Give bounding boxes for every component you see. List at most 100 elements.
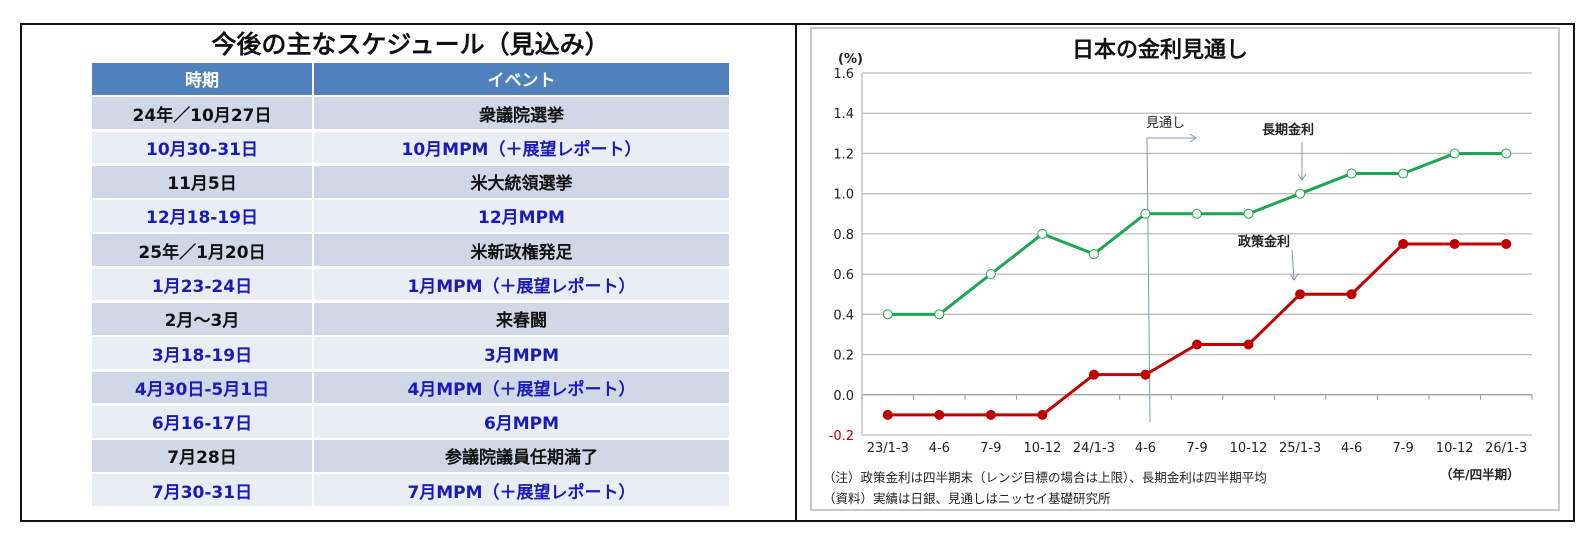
- schedule-event: 米新政権発足: [314, 234, 729, 267]
- data-point: [1501, 148, 1512, 159]
- schedule-event: 12月MPM: [314, 200, 729, 232]
- arrow-right-icon: [1189, 133, 1197, 143]
- data-point: [1398, 168, 1409, 179]
- long-rate-annotation: 長期金利: [1262, 122, 1314, 138]
- x-tick-label: 7-9: [980, 441, 1001, 456]
- schedule-date: 7月30-31日: [92, 474, 312, 507]
- schedule-date: 6月16-17日: [92, 405, 312, 438]
- schedule-event: 来春闘: [314, 302, 729, 335]
- table-row: 1月23-24日 1月MPM（＋展望レポート）: [92, 268, 729, 301]
- data-point: [1398, 238, 1409, 249]
- forecast-divider-line: [1146, 137, 1151, 423]
- table-row: 6月16-17日 6月MPM: [92, 405, 729, 438]
- outer-frame: [20, 23, 1575, 522]
- data-point: [1140, 369, 1151, 380]
- table-row: 7月28日 参議院議員任期満了: [92, 440, 729, 472]
- schedule-event: 米大統領選挙: [314, 165, 729, 198]
- data-point: [882, 409, 893, 420]
- x-tick-label: 10-12: [1436, 441, 1474, 456]
- data-point: [1449, 148, 1460, 159]
- x-tick-label: 10-12: [1230, 441, 1268, 456]
- policy-rate-annotation: 政策金利: [1238, 234, 1290, 250]
- x-tick-label: 26/1-3: [1485, 441, 1527, 456]
- data-point: [985, 269, 996, 280]
- y-tick-label: 0.8: [833, 228, 854, 243]
- schedule-date: 12月18-19日: [92, 200, 312, 232]
- schedule-date: 1月23-24日: [92, 268, 312, 301]
- data-point: [934, 309, 945, 320]
- panel-divider: [795, 23, 797, 522]
- table-row: 11月5日 米大統領選挙: [92, 165, 729, 198]
- schedule-date: 11月5日: [92, 165, 312, 198]
- data-point: [1449, 238, 1460, 249]
- chart-panel: [810, 27, 1560, 511]
- y-tick-label: 1.6: [833, 67, 854, 82]
- data-point: [1243, 208, 1254, 219]
- data-point: [1295, 188, 1306, 199]
- table-row: 2月～3月 来春闘: [92, 302, 729, 335]
- schedule-event: 衆議院選挙: [314, 97, 729, 129]
- table-row: 12月18-19日 12月MPM: [92, 200, 729, 232]
- arrow-down-icon: [1289, 273, 1299, 281]
- annotation-arrow: [1291, 249, 1295, 281]
- y-tick-label: 1.0: [833, 188, 854, 203]
- chart-title: 日本の金利見通し: [1071, 38, 1248, 63]
- x-tick-label: 23/1-3: [867, 441, 909, 456]
- data-point: [1346, 289, 1357, 300]
- schedule-event: 6月MPM: [314, 405, 729, 438]
- schedule-date: 25年／1月20日: [92, 234, 312, 267]
- table-row: 3月18-19日 3月MPM: [92, 337, 729, 369]
- arrow-down-icon: [1297, 173, 1307, 181]
- schedule-event: 7月MPM（＋展望レポート）: [314, 474, 729, 507]
- x-tick-label: 24/1-3: [1073, 441, 1115, 456]
- y-tick-label: 0.2: [833, 349, 854, 364]
- data-point: [1346, 168, 1357, 179]
- y-axis-unit: (%): [838, 52, 863, 67]
- data-point: [1243, 339, 1254, 350]
- schedule-event: 4月MPM（＋展望レポート）: [314, 371, 729, 404]
- x-tick-label: 4-6: [929, 441, 950, 456]
- x-tick-label: 7-9: [1186, 441, 1207, 456]
- schedule-event: 参議院議員任期満了: [314, 440, 729, 472]
- table-row: 4月30日-5月1日 4月MPM（＋展望レポート）: [92, 371, 729, 404]
- schedule-title: 今後の主なスケジュール（見込み）: [211, 30, 610, 59]
- y-tick-label: 1.2: [833, 147, 854, 162]
- policy-rate-line: [887, 242, 1507, 417]
- table-row: 7月30-31日 7月MPM（＋展望レポート）: [92, 474, 729, 507]
- schedule-date: 3月18-19日: [92, 337, 312, 369]
- x-tick-label: 4-6: [1135, 441, 1156, 456]
- table-header-row: 時期 イベント: [92, 63, 729, 95]
- table-row: 25年／1月20日 米新政権発足: [92, 234, 729, 267]
- y-tick-label: 0.4: [833, 308, 854, 323]
- data-point: [1037, 228, 1048, 239]
- table-row: 10月30-31日 10月MPM（＋展望レポート）: [92, 131, 729, 164]
- schedule-date: 4月30日-5月1日: [92, 371, 312, 404]
- data-point: [1088, 249, 1099, 259]
- y-tick-label: 0.6: [833, 268, 854, 283]
- schedule-date: 24年／10月27日: [92, 97, 312, 129]
- data-point: [1037, 409, 1048, 420]
- schedule-date: 7月28日: [92, 440, 312, 472]
- x-tick-label: 4-6: [1341, 441, 1362, 456]
- data-point: [1501, 238, 1512, 249]
- column-header-event: イベント: [314, 63, 729, 95]
- data-point: [1140, 208, 1151, 219]
- data-point: [1295, 289, 1306, 300]
- chart-note: （注）政策金利は四半期末（レンジ目標の場合は上限）、長期金利は四半期平均: [823, 470, 1267, 485]
- data-point: [934, 409, 945, 420]
- schedule-event: 10月MPM（＋展望レポート）: [314, 131, 729, 164]
- schedule-date: 10月30-31日: [92, 131, 312, 164]
- data-point: [1088, 369, 1099, 380]
- schedule-event: 1月MPM（＋展望レポート）: [314, 268, 729, 301]
- table-row: 24年／10月27日 衆議院選挙: [92, 97, 729, 129]
- x-tick-label: 7-9: [1393, 441, 1414, 456]
- x-tick-label: 25/1-3: [1279, 441, 1321, 456]
- schedule-table: 時期 イベント 24年／10月27日 衆議院選挙 10月30-31日 10月MPM（＋…: [92, 63, 729, 509]
- column-header-date: 時期: [92, 63, 312, 95]
- y-tick-label: 1.4: [833, 107, 854, 122]
- schedule-event: 3月MPM: [314, 337, 729, 369]
- y-tick-label: 0.0: [833, 389, 854, 404]
- data-point: [1192, 339, 1202, 350]
- forecast-label: 見通し: [1146, 116, 1185, 131]
